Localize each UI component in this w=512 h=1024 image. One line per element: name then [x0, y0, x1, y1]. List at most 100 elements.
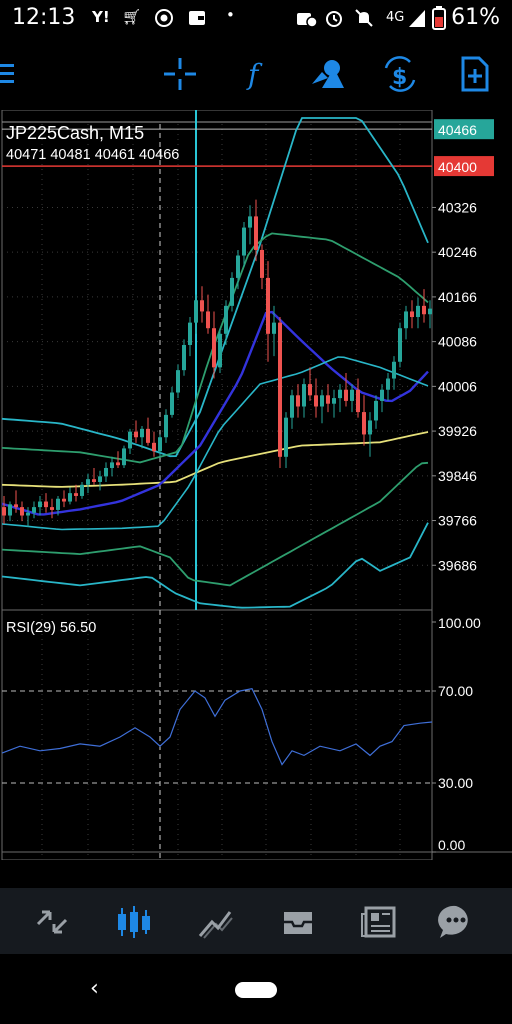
- new-order-icon[interactable]: [455, 54, 495, 94]
- yahoo-news-icon: Y!: [92, 8, 110, 26]
- objects-icon[interactable]: [308, 54, 348, 94]
- candle-body: [338, 389, 342, 399]
- candle-body: [158, 437, 162, 452]
- home-button[interactable]: [235, 982, 277, 998]
- candle-body: [122, 448, 126, 466]
- history-icon[interactable]: [278, 902, 318, 942]
- candle-body: [374, 400, 378, 421]
- candle-body: [32, 507, 36, 513]
- candle-body: [8, 504, 12, 516]
- candle-body: [428, 308, 432, 315]
- candle-body: [74, 493, 78, 496]
- price-tick-label: 39766: [438, 513, 477, 529]
- symbol-change-icon[interactable]: $: [380, 54, 420, 94]
- candle-body: [182, 344, 186, 371]
- rsi-label: RSI(29) 56.50: [6, 620, 97, 636]
- rsi-tick-label: 70.00: [438, 683, 473, 699]
- ohlc-label: 40471 40481 40461 40466: [6, 147, 180, 163]
- bollinger-lower-outer: [1, 522, 429, 609]
- bollinger-upper-outer: [1, 117, 429, 458]
- candle-body: [38, 501, 42, 508]
- moving-average-slow: [1, 431, 429, 488]
- indicators-icon[interactable]: f: [236, 54, 276, 94]
- candle-body: [416, 305, 420, 318]
- candle-body: [152, 442, 156, 452]
- candle-body: [272, 322, 276, 334]
- candle-body: [248, 216, 252, 228]
- news-icon[interactable]: [358, 902, 398, 942]
- chart-toolbar: f $: [0, 38, 512, 110]
- candle-body: [44, 501, 48, 508]
- candle-body: [14, 504, 18, 508]
- alert-price-label: 40400: [438, 159, 477, 175]
- candle-body: [98, 476, 102, 482]
- chart-canvas[interactable]: 40326 40246 40166 40086 40006 39926 39846 39766…: [0, 110, 512, 860]
- price-tick-label: 39686: [438, 557, 477, 573]
- signal-icon: [409, 10, 425, 27]
- moving-average-fast: [1, 310, 429, 516]
- candle-body: [230, 277, 234, 306]
- current-price-tag: [434, 119, 494, 140]
- candle-body: [314, 395, 318, 407]
- menu-icon[interactable]: [0, 54, 40, 94]
- candle-body: [260, 249, 264, 278]
- candle-body: [68, 493, 72, 502]
- rsi-tick-label: 100.00: [438, 615, 481, 631]
- candle-body: [242, 227, 246, 256]
- mute-icon: [355, 9, 373, 27]
- candle-body: [386, 378, 390, 390]
- candle-body: [110, 462, 114, 468]
- clock: 12:13: [12, 5, 76, 30]
- candle-body: [50, 507, 54, 510]
- crosshair-icon[interactable]: [160, 54, 200, 94]
- candle-body: [56, 498, 60, 510]
- svg-text:$: $: [392, 65, 407, 90]
- candle-body: [392, 361, 396, 379]
- wallet-icon: [189, 11, 205, 25]
- candle-body: [344, 389, 348, 401]
- candle-body: [368, 420, 372, 435]
- chrome-icon: [155, 9, 173, 27]
- price-chart[interactable]: 40326 40246 40166 40086 40006 39926 39846 39766…: [0, 110, 512, 860]
- chart-icon[interactable]: [114, 902, 154, 942]
- dot-icon: •: [226, 6, 235, 24]
- candle-body: [62, 498, 66, 502]
- battery-percent: 61%: [451, 5, 500, 30]
- candle-body: [284, 417, 288, 457]
- candle-body: [224, 305, 228, 334]
- candle-body: [86, 479, 90, 485]
- chat-icon[interactable]: [436, 902, 476, 942]
- candle-body: [170, 392, 174, 415]
- candle-body: [296, 395, 300, 407]
- candle-body: [140, 428, 144, 438]
- candle-body: [320, 395, 324, 407]
- quotes-icon[interactable]: [32, 902, 72, 942]
- alert-price-tag: [434, 156, 494, 177]
- back-button[interactable]: ‹: [90, 976, 99, 1001]
- candle-body: [92, 479, 96, 482]
- candle-body: [422, 305, 426, 315]
- candle-body: [278, 322, 282, 457]
- candle-body: [2, 507, 6, 516]
- candle-body: [254, 216, 258, 250]
- bottom-nav: [0, 888, 512, 954]
- candle-body: [362, 412, 366, 435]
- shopping-cart-icon: 🛒︎: [122, 8, 142, 26]
- rsi-tick-label: 30.00: [438, 775, 473, 791]
- candle-body: [218, 333, 222, 368]
- symbol-label: JP225Cash, M15: [6, 123, 145, 143]
- trade-icon[interactable]: [196, 902, 236, 942]
- battery-icon: [432, 6, 446, 30]
- status-bar: 12:13 Y! 🛒︎ • 4G 61%: [0, 0, 512, 38]
- candle-body: [356, 389, 360, 413]
- candle-body: [146, 428, 150, 443]
- bollinger-middle: [1, 356, 429, 531]
- candle-body: [308, 384, 312, 396]
- candle-body: [380, 389, 384, 401]
- bollinger-lower-inner: [1, 461, 429, 587]
- candle-body: [134, 431, 138, 438]
- settings-app-icon: [297, 13, 318, 28]
- candle-body: [326, 395, 330, 404]
- candle-body: [206, 311, 210, 329]
- price-tick-label: 40166: [438, 289, 477, 305]
